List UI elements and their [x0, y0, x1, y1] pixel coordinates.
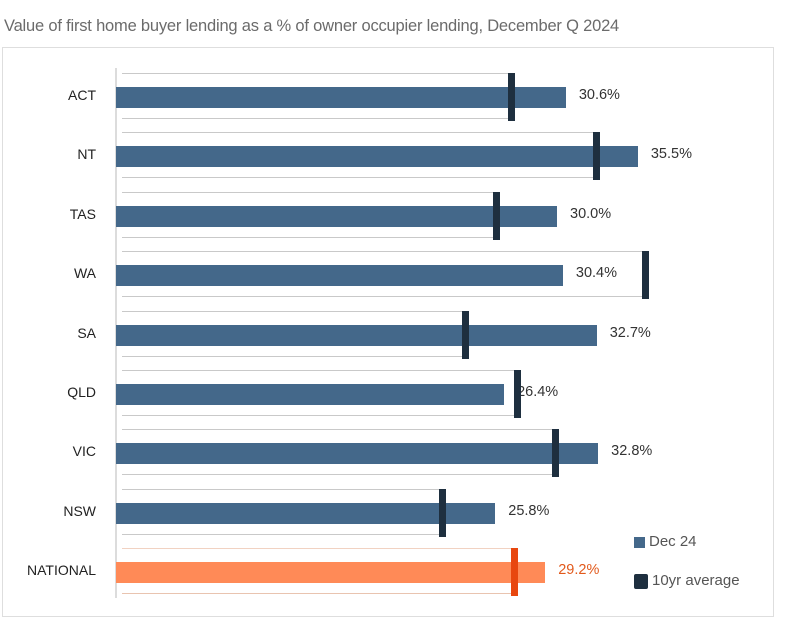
legend-swatch-10yr-average: [634, 573, 648, 589]
bar-dec-24: [116, 87, 566, 108]
marker-10yr-average: [462, 310, 470, 359]
category-label: NSW: [63, 502, 96, 519]
bar-row-qld: QLD 26.4%: [0, 370, 800, 418]
category-label: TAS: [69, 205, 96, 222]
marker-10yr-average: [552, 429, 560, 478]
category-label: VIC: [72, 443, 96, 460]
category-label: WA: [73, 265, 96, 282]
bar-row-nt: NT 35.5%: [0, 132, 800, 181]
value-label: 35.5%: [650, 146, 692, 163]
marker-10yr-average: [641, 251, 649, 300]
bar-dec-24: [116, 502, 496, 524]
value-label: 25.8%: [508, 502, 550, 519]
value-label: 30.6%: [578, 87, 620, 103]
marker-10yr-average: [493, 191, 501, 240]
marker-10yr-average: [513, 370, 521, 418]
y-axis-line: [115, 68, 117, 598]
bar-dec-24: [116, 146, 638, 168]
bar-row-vic: VIC 32.8%: [0, 429, 800, 478]
bar-row-wa: WA 30.4%: [0, 251, 800, 300]
value-label: 29.2%: [558, 562, 600, 579]
bar-dec-24: [116, 205, 557, 227]
bar-dec-24: [116, 562, 546, 584]
bar-dec-24: [116, 443, 599, 465]
legend-item-10yr-average: 10yr average: [634, 572, 740, 589]
legend-label: Dec 24: [649, 533, 697, 550]
chart-title: Value of first home buyer lending as a %…: [4, 17, 620, 35]
value-label: 30.0%: [570, 205, 612, 222]
bar-dec-24: [116, 324, 597, 346]
marker-10yr-average: [438, 488, 446, 537]
bar-row-sa: SA 32.7%: [0, 310, 800, 359]
bar-dec-24: [116, 265, 563, 287]
marker-10yr-average: [507, 73, 515, 121]
value-label: 32.8%: [611, 443, 653, 460]
marker-10yr-average: [593, 132, 601, 181]
value-label: 32.7%: [609, 324, 651, 341]
category-label: NT: [77, 146, 96, 163]
marker-10yr-average: [510, 548, 518, 597]
chart-frame: [2, 47, 774, 617]
bar-row-nsw: NSW 25.8%: [0, 488, 800, 537]
legend-swatch-dec-24: [634, 536, 645, 548]
value-label: 26.4%: [517, 384, 559, 400]
category-label: SA: [77, 324, 96, 341]
legend-label: 10yr average: [652, 572, 740, 589]
bar-row-tas: TAS 30.0%: [0, 191, 800, 240]
bar-row-act: ACT 30.6%: [0, 73, 800, 121]
category-label: ACT: [68, 87, 96, 103]
bar-dec-24: [116, 384, 505, 405]
value-label: 30.4%: [575, 265, 617, 282]
category-label: QLD: [67, 384, 96, 400]
legend-item-dec-24: Dec 24: [634, 533, 697, 550]
category-label: NATIONAL: [27, 562, 96, 579]
bar-row-national: NATIONAL 29.2%: [0, 548, 800, 597]
